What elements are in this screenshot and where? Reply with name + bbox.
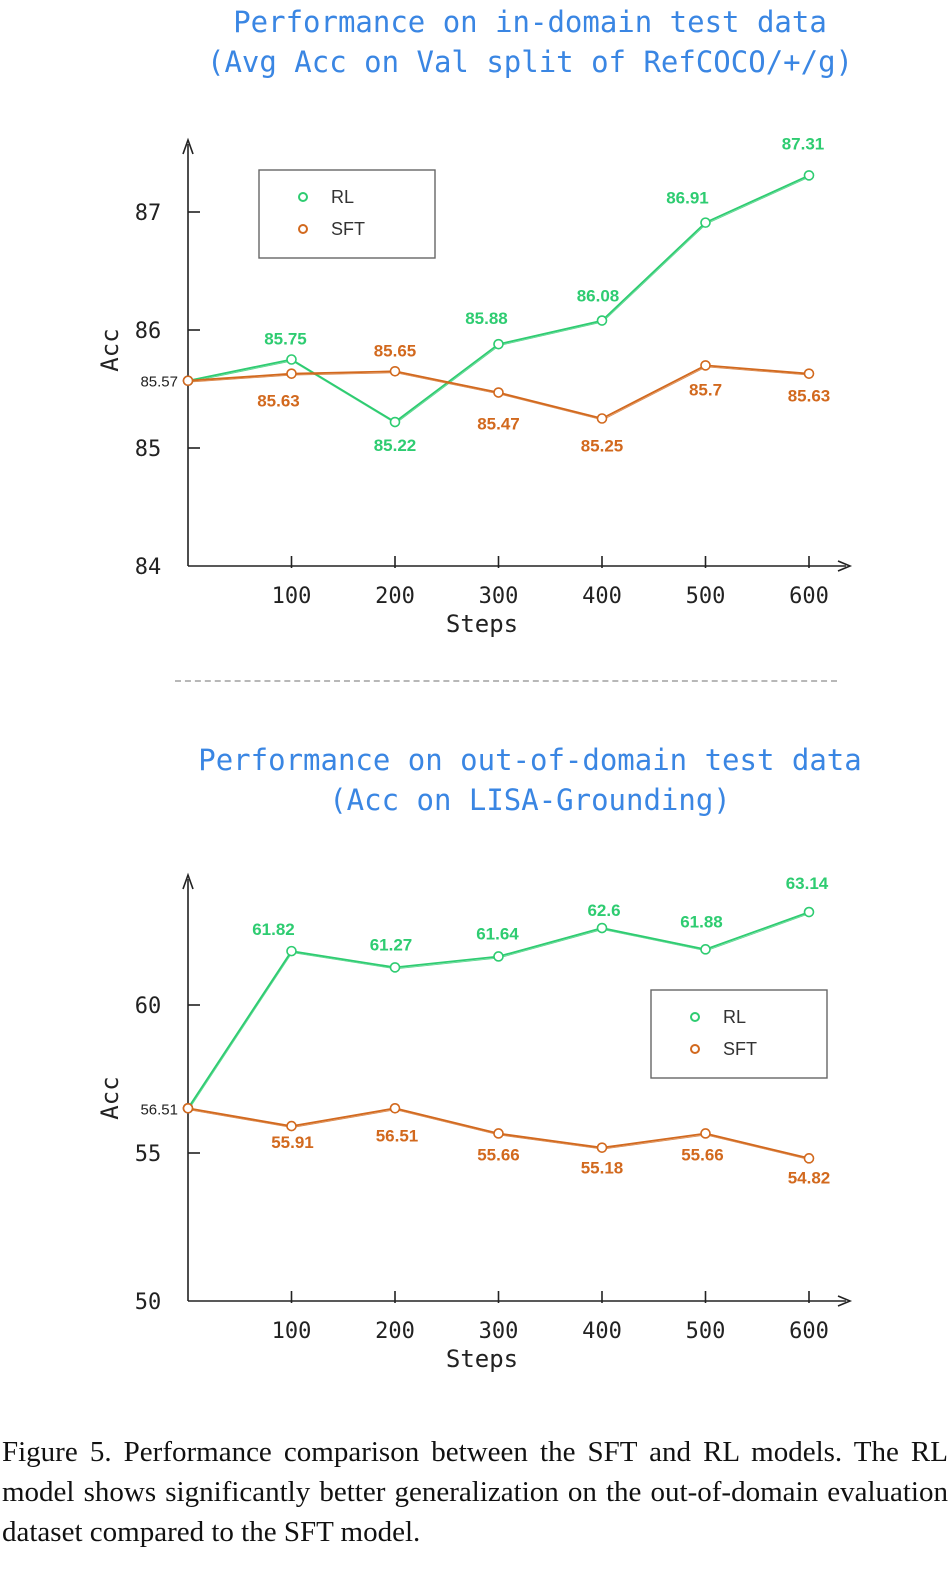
series-sft-point-0	[182, 1103, 194, 1114]
x-tick-label-300: 300	[479, 1319, 519, 1344]
legend-marker-rl	[690, 1012, 700, 1022]
section-divider	[175, 680, 837, 682]
y-tick-label-85: 85	[135, 437, 162, 462]
legend-marker-sft	[690, 1044, 700, 1054]
series-sft-label-2: 56.51	[376, 1126, 419, 1145]
chart2-title-line2: (Acc on LISA-Grounding)	[329, 783, 731, 817]
y-tick-label-86: 86	[135, 319, 162, 344]
x-tick-label-400: 400	[582, 584, 622, 609]
series-rl-point-5	[700, 217, 711, 228]
series-rl-point-1	[286, 945, 297, 957]
y-tick-label-55: 55	[135, 1142, 162, 1167]
series-sft-label-6: 54.82	[788, 1168, 831, 1187]
chart2-title: Performance on out-of-domain test data (…	[160, 740, 900, 820]
x-tick-label-200: 200	[375, 1319, 415, 1344]
start-value-label: 56.51	[140, 1101, 178, 1118]
series-rl-label-2: 61.27	[370, 935, 413, 954]
series-sft-point-1	[286, 368, 297, 379]
series-rl-label-5: 86.91	[666, 189, 709, 208]
y-axis-title: Acc	[96, 1076, 124, 1119]
series-rl-point-2	[389, 416, 401, 428]
legend-marker-sft	[298, 224, 308, 234]
series-rl-point-5	[700, 944, 711, 955]
series-rl-label-6: 87.31	[782, 134, 825, 153]
legend-label-sft: SFT	[723, 1039, 757, 1059]
series-rl-point-6	[803, 906, 815, 918]
series-sft-point-6	[803, 1153, 815, 1164]
series-sft-point-5	[700, 360, 711, 371]
series-sft-label-2: 85.65	[374, 341, 417, 360]
series-sft-label-6: 85.63	[788, 387, 831, 406]
y-axis-title: Acc	[96, 328, 124, 371]
series-sft-point-1	[286, 1120, 297, 1132]
figure-caption: Figure 5. Performance comparison between…	[2, 1436, 948, 1548]
y-tick-label-84: 84	[135, 555, 162, 580]
x-tick-label-500: 500	[686, 1319, 726, 1344]
start-value-label: 85.57	[140, 374, 178, 391]
series-rl-label-4: 62.6	[587, 901, 620, 920]
chart2-title-line1: Performance on out-of-domain test data	[198, 743, 862, 777]
series-sft-point-2	[389, 1103, 401, 1114]
series-sft-point-4	[596, 1142, 608, 1153]
series-rl-point-6	[803, 170, 815, 181]
series-sft-label-5: 85.7	[689, 380, 722, 399]
x-tick-label-100: 100	[272, 584, 312, 609]
legend-label-rl: RL	[331, 187, 354, 207]
series-sft-point-3	[493, 1128, 504, 1139]
y-tick-label-50: 50	[135, 1290, 162, 1315]
series-rl-label-1: 61.82	[252, 920, 295, 939]
series-sft-point-4	[596, 413, 608, 424]
series-sft-label-3: 55.66	[477, 1145, 520, 1164]
series-rl-label-3: 61.64	[476, 924, 519, 943]
legend-label-sft: SFT	[331, 219, 365, 239]
x-axis-title: Steps	[446, 610, 518, 638]
series-rl-point-3	[493, 951, 504, 962]
series-rl-point-4	[596, 922, 608, 934]
series-rl-point-1	[286, 354, 297, 365]
chart1-title-line2: (Avg Acc on Val split of RefCOCO/+/g)	[206, 45, 853, 79]
x-axis-title: Steps	[446, 1345, 518, 1373]
series-sft-point-2	[389, 366, 401, 377]
series-sft-label-1: 55.91	[271, 1133, 314, 1152]
x-tick-label-300: 300	[479, 584, 519, 609]
x-axis-arrow	[837, 1295, 853, 1307]
series-rl-label-4: 86.08	[577, 287, 620, 306]
series-rl-label-3: 85.88	[465, 309, 508, 328]
x-tick-label-600: 600	[789, 1319, 829, 1344]
series-sft-point-5	[700, 1128, 711, 1139]
legend-box	[258, 169, 436, 259]
series-sft-point-3	[493, 387, 504, 398]
series-sft-label-4: 55.18	[581, 1159, 624, 1178]
series-rl-label-2: 85.22	[374, 436, 417, 455]
x-tick-label-100: 100	[272, 1319, 312, 1344]
legend-marker-rl	[298, 192, 308, 202]
x-tick-label-200: 200	[375, 584, 415, 609]
series-rl-label-1: 85.75	[264, 330, 307, 349]
series-rl-label-5: 61.88	[680, 912, 723, 931]
legend-label-rl: RL	[723, 1007, 746, 1027]
y-axis-arrow	[182, 872, 194, 890]
series-sft-label-3: 85.47	[477, 415, 520, 434]
x-tick-label-400: 400	[582, 1319, 622, 1344]
series-sft-point-0	[182, 375, 194, 387]
chart1-title-line1: Performance on in-domain test data	[233, 5, 827, 39]
series-rl-point-2	[389, 962, 401, 973]
in-domain-line-chart: 84 85 86 87 100 200 300 400 500 600 Steps Acc 85.57 8…	[96, 134, 853, 638]
y-tick-label-60: 60	[135, 994, 162, 1019]
series-sft-label-4: 85.25	[581, 437, 624, 456]
chart1-title: Performance on in-domain test data (Avg …	[160, 2, 900, 82]
x-axis-arrow	[837, 560, 853, 572]
series-sft-label-1: 85.63	[257, 392, 300, 411]
series-rl-label-6: 63.14	[786, 874, 829, 893]
x-tick-label-600: 600	[789, 584, 829, 609]
y-axis-arrow	[182, 137, 194, 155]
y-tick-label-87: 87	[135, 201, 162, 226]
series-rl-point-3	[493, 338, 504, 350]
series-sft-label-5: 55.66	[681, 1145, 724, 1164]
series-sft-point-6	[803, 368, 815, 379]
legend-box	[650, 989, 828, 1079]
x-tick-label-500: 500	[686, 584, 726, 609]
series-rl-point-4	[596, 315, 608, 326]
out-of-domain-line-chart: 50 55 60 100 200 300 400 500 600 Steps Acc 56.51 61.…	[96, 872, 853, 1373]
